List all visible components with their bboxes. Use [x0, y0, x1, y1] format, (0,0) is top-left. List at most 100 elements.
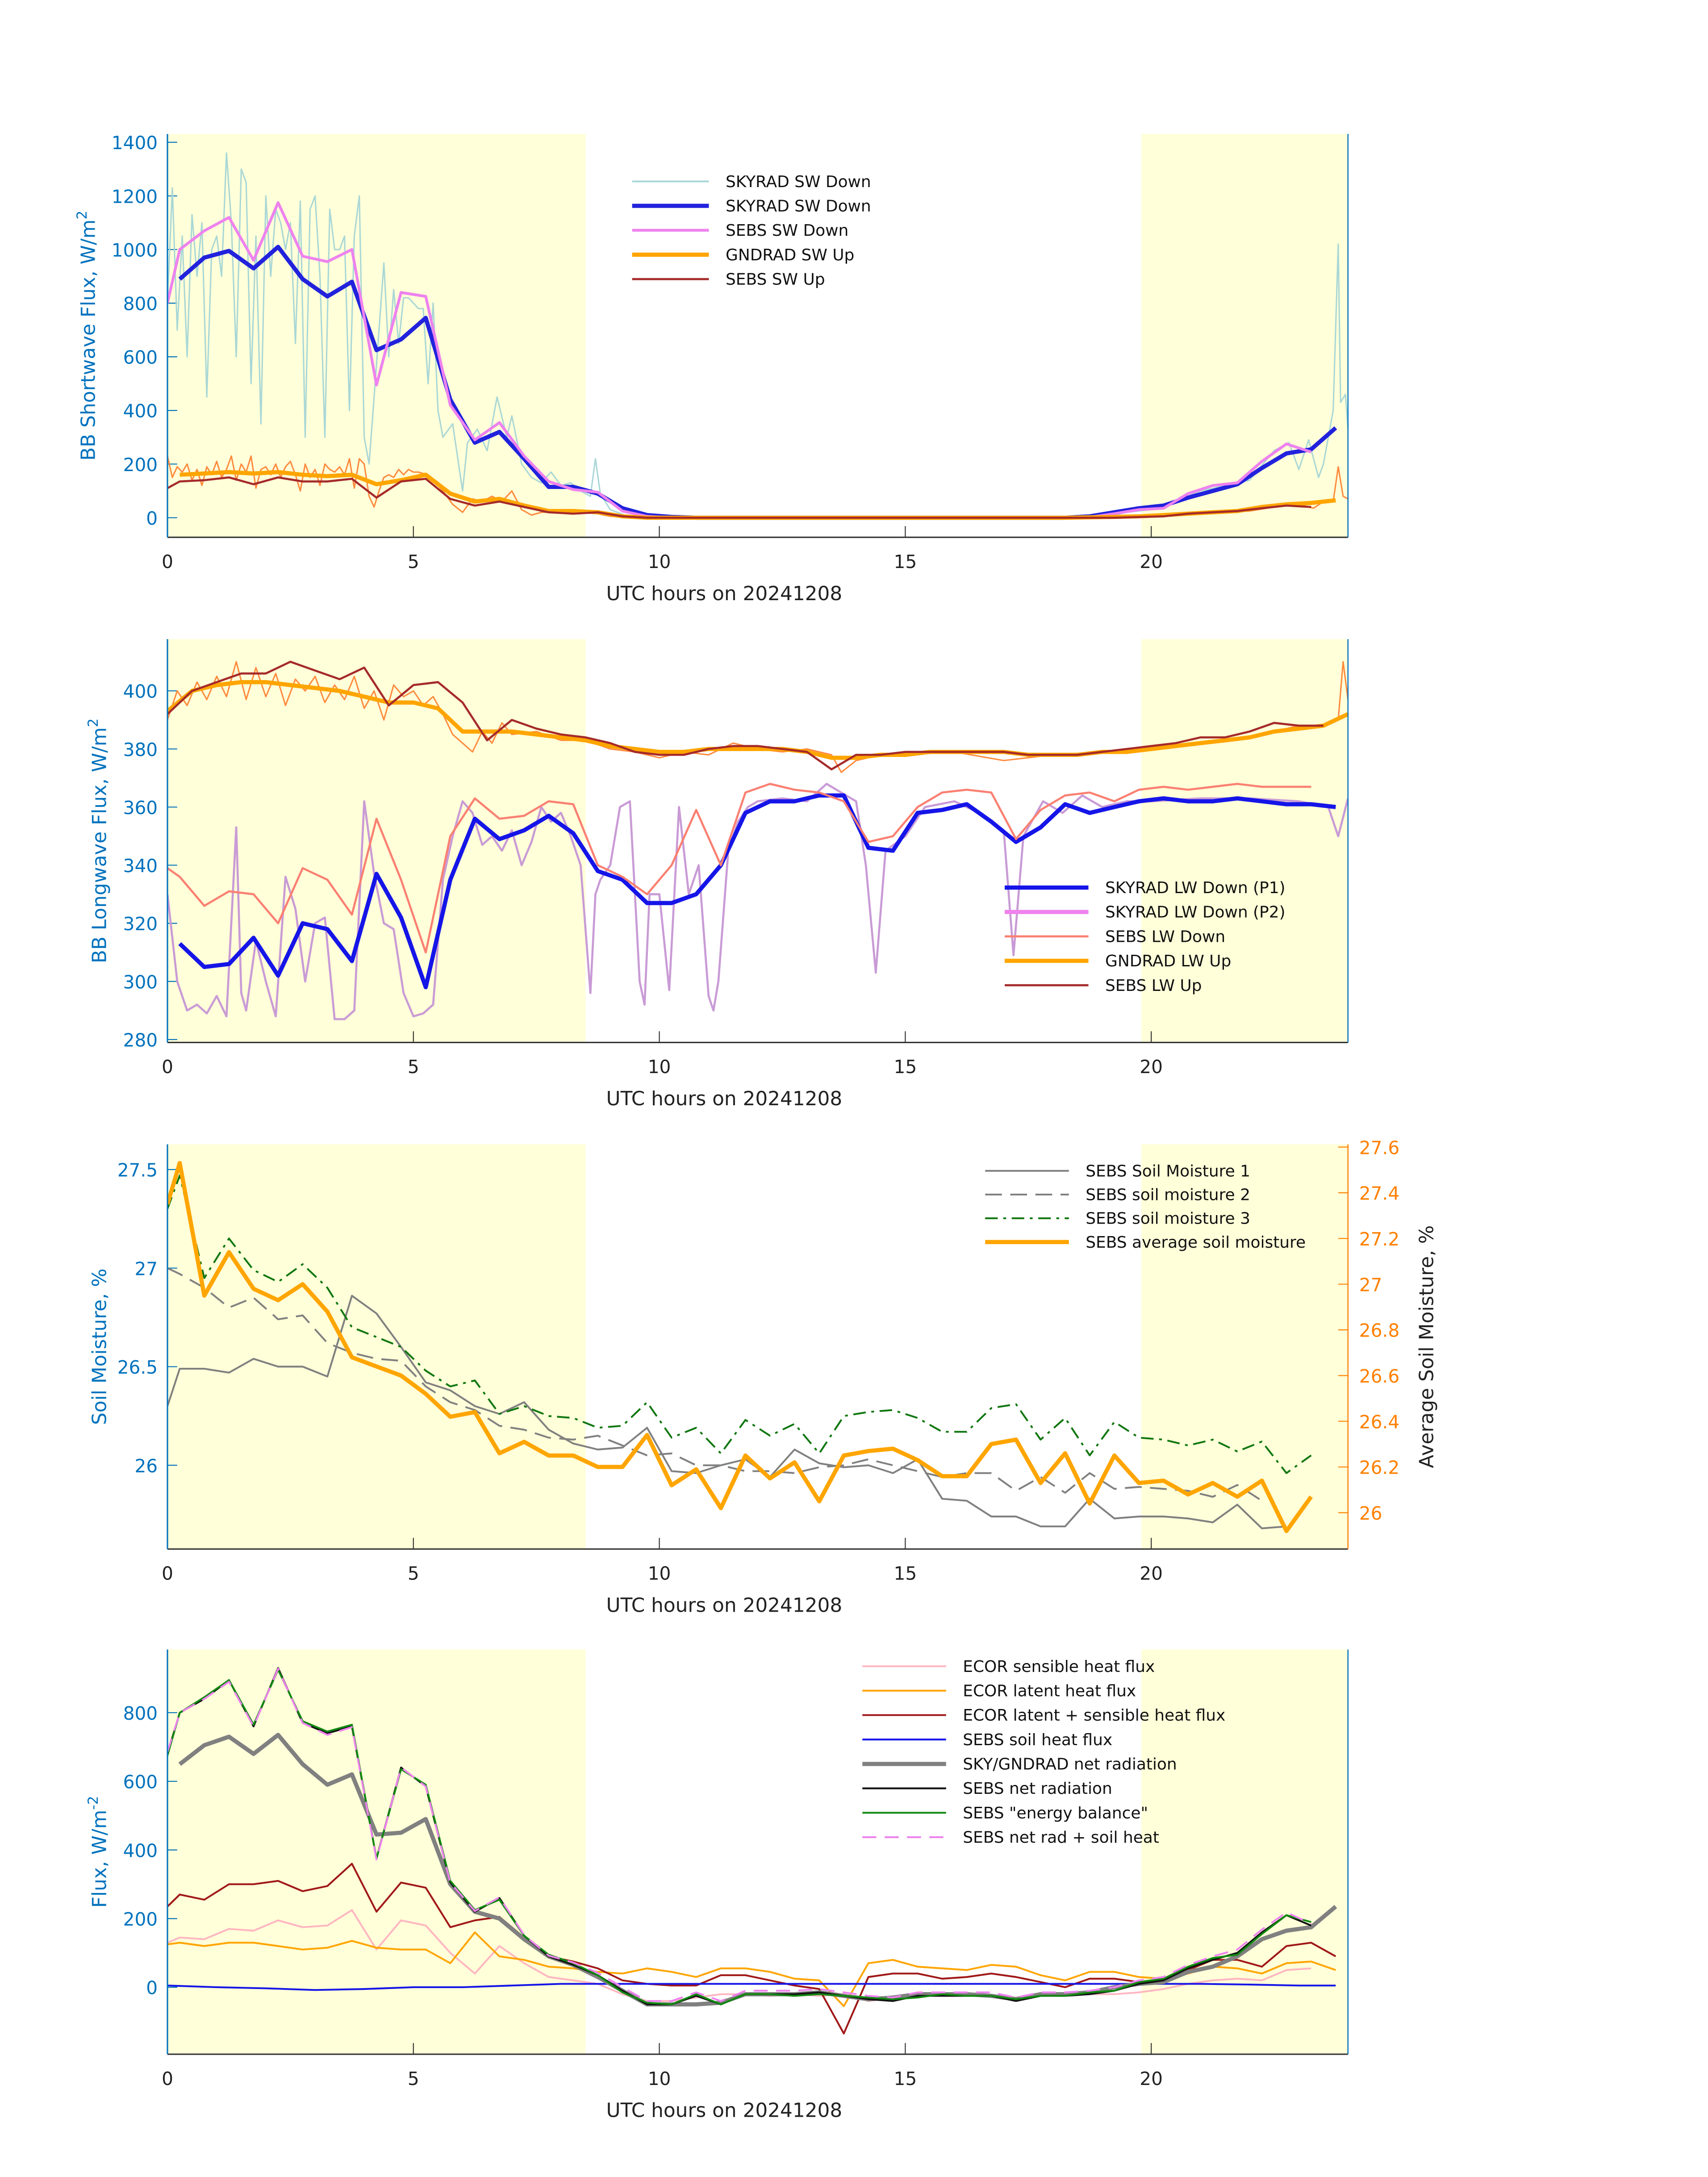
legend-item: GNDRAD SW Up: [632, 246, 854, 264]
right-y-tick-label: 26.8: [1359, 1320, 1399, 1341]
series-line-sebs-soil-moisture-3: [167, 1174, 1312, 1474]
x-tick-label: 5: [408, 1563, 419, 1584]
series-line-sebs-lw-down: [167, 782, 1311, 954]
legend-label: SEBS average soil moisture: [1086, 1233, 1306, 1252]
legend-item: SEBS Soil Moisture 1: [985, 1162, 1250, 1180]
x-tick-label: 15: [894, 1056, 917, 1078]
y-tick-label: 300: [123, 971, 158, 993]
y-tick-label: 800: [123, 1703, 158, 1724]
y-tick-label: 400: [123, 401, 158, 422]
series-group: [167, 1161, 1313, 1534]
legend-item: SEBS LW Up: [1005, 977, 1202, 995]
nighttime-shading: [167, 1144, 586, 1549]
legend-item: SEBS LW Down: [1005, 928, 1225, 946]
legend-label: SEBS soil moisture 3: [1086, 1210, 1250, 1228]
y-axis-title-superscript: 2: [74, 211, 90, 220]
legend-item: SEBS soil moisture 3: [985, 1210, 1250, 1228]
x-tick-label: 15: [894, 2068, 917, 2089]
y-axis-title-text: BB Shortwave Flux, W/m: [77, 219, 100, 460]
series-group: [167, 1667, 1337, 2035]
legend-item: SKY/GNDRAD net radiation: [862, 1755, 1177, 1774]
series-line-sebs-net-rad-soil-heat: [167, 1667, 1312, 2002]
legend-item: ECOR sensible heat flux: [862, 1658, 1155, 1676]
legend-label: SEBS LW Down: [1105, 928, 1225, 946]
y-tick-label: 600: [123, 1772, 158, 1793]
y-tick-label: 26.5: [117, 1357, 158, 1378]
legend-label: SEBS Soil Moisture 1: [1086, 1162, 1250, 1180]
legend-label: ECOR latent + sensible heat flux: [963, 1706, 1225, 1725]
series-line-gndrad-lw-up-raw: [167, 661, 1348, 773]
x-tick-label: 10: [648, 1056, 671, 1078]
legend-label: SKYRAD SW Down: [726, 197, 871, 215]
y-tick-label: 1000: [112, 239, 158, 261]
legend-item: SEBS soil heat flux: [862, 1731, 1112, 1749]
x-tick-label: 15: [894, 551, 917, 572]
longwave-panel: 0 5 10 15 20 280 300 320 340 360 380 400 UTC hours o…: [85, 639, 1349, 1110]
y-axis-title-text: Flux, W/m: [88, 1810, 111, 1908]
right-y-axis-title: Average Soil Moisture, %: [1415, 1225, 1438, 1468]
legend-item: SEBS net radiation: [862, 1780, 1112, 1798]
x-tick-label: 0: [162, 1563, 173, 1584]
right-y-tick-label: 26.6: [1359, 1366, 1399, 1387]
legend-label: SEBS soil heat flux: [963, 1731, 1112, 1749]
legend: SKYRAD LW Down (P1) SKYRAD LW Down (P2) SE…: [1005, 879, 1286, 995]
y-tick-label: 360: [123, 797, 158, 819]
legend: SKYRAD SW Down SKYRAD SW Down SEBS SW Down…: [632, 173, 871, 289]
x-tick-label: 10: [648, 551, 671, 572]
nighttime-shading: [1141, 639, 1348, 1043]
legend-label: SEBS net radiation: [963, 1780, 1112, 1798]
x-tick-label: 5: [408, 1056, 419, 1078]
legend-item: SEBS average soil moisture: [985, 1233, 1306, 1252]
y-axis-title: Flux, W/m-2: [85, 1796, 111, 1908]
y-tick-label: 26: [134, 1455, 158, 1477]
y-tick-label: 27.5: [117, 1160, 158, 1181]
y-tick-label: 0: [146, 508, 158, 529]
nighttime-shading: [1141, 134, 1348, 538]
legend-item: GNDRAD LW Up: [1005, 952, 1231, 970]
legend-label: ECOR latent heat flux: [963, 1682, 1136, 1700]
y-tick-label: 380: [123, 739, 158, 760]
series-line-sebs-soil-moisture-1: [167, 1295, 1287, 1529]
right-y-tick-label: 27.2: [1359, 1228, 1399, 1250]
x-tick-label: 20: [1140, 2068, 1163, 2089]
legend-item: SEBS "energy balance": [862, 1804, 1148, 1822]
x-tick-label: 0: [162, 551, 173, 572]
y-tick-label: 320: [123, 913, 158, 935]
right-y-tick-label: 26: [1359, 1503, 1382, 1524]
right-y-tick-label: 26.4: [1359, 1411, 1399, 1433]
legend-label: SEBS SW Up: [726, 271, 825, 289]
legend-label: ECOR sensible heat flux: [963, 1658, 1155, 1676]
legend-item: SEBS SW Down: [632, 221, 848, 240]
x-axis-title: UTC hours on 20241208: [606, 1594, 843, 1617]
y-tick-label: 200: [123, 454, 158, 476]
legend-label: SEBS LW Up: [1105, 977, 1202, 995]
legend-item: SKYRAD SW Down: [632, 173, 871, 191]
right-y-tick-label: 27.4: [1359, 1183, 1399, 1204]
y-axis-title-text: Soil Moisture, %: [88, 1268, 111, 1425]
legend-label: SKY/GNDRAD net radiation: [963, 1755, 1177, 1774]
x-tick-label: 10: [648, 2068, 671, 2089]
series-line-sebs-average-soil-moisture: [167, 1161, 1313, 1534]
x-tick-label: 20: [1140, 551, 1163, 572]
y-axis-title: BB Longwave Flux, W/m2: [85, 719, 111, 963]
x-tick-label: 5: [408, 551, 419, 572]
y-axis-title: BB Shortwave Flux, W/m2: [74, 211, 100, 461]
x-tick-label: 20: [1140, 1563, 1163, 1584]
series-group: [167, 660, 1348, 1020]
y-tick-label: 800: [123, 293, 158, 315]
y-tick-label: 0: [146, 1977, 158, 1999]
legend-label: GNDRAD SW Up: [726, 246, 854, 264]
legend-label: SEBS SW Down: [726, 221, 848, 240]
x-tick-label: 0: [162, 2068, 173, 2089]
series-line-gndrad-lw-up: [167, 680, 1348, 760]
y-tick-label: 27: [134, 1258, 158, 1279]
legend-label: SKYRAD LW Down (P1): [1105, 879, 1286, 897]
y-axis-title-text: BB Longwave Flux, W/m: [88, 727, 111, 963]
series-line-sebs-energy-balance-: [167, 1669, 1311, 2006]
nighttime-shading: [1141, 1144, 1348, 1549]
series-line-skyrad-lw-down-p1-: [178, 793, 1336, 990]
legend-label: GNDRAD LW Up: [1105, 952, 1231, 970]
legend-label: SKYRAD LW Down (P2): [1105, 903, 1286, 922]
soil-moisture-panel: 0 5 10 15 20 26 26.5 27 27.5 26 26.2 26.4 26.6 26.8 27…: [88, 1137, 1438, 1617]
